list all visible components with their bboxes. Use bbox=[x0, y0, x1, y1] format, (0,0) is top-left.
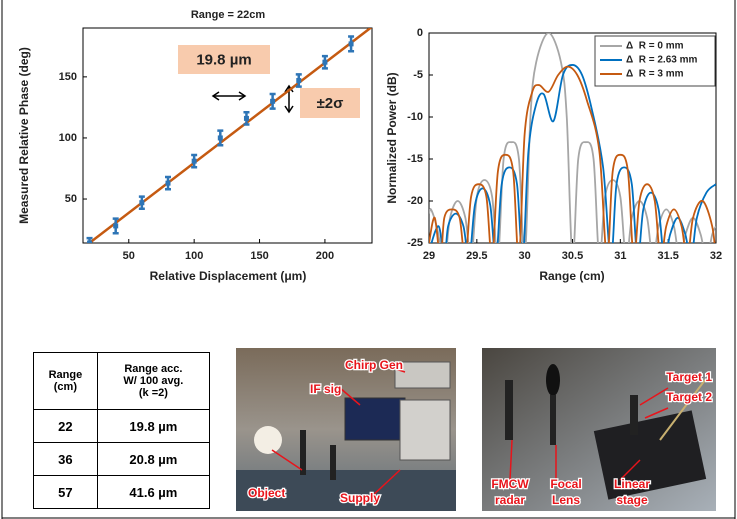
x-tick-label: 50 bbox=[123, 250, 135, 262]
photo-label: Supply bbox=[340, 491, 380, 505]
x-axis-label: Range (cm) bbox=[539, 269, 604, 283]
x-tick-label: 30.5 bbox=[562, 250, 583, 262]
x-tick-label: 32 bbox=[710, 250, 722, 262]
y-tick-label: 50 bbox=[65, 193, 77, 205]
point bbox=[87, 241, 92, 246]
point bbox=[166, 181, 171, 186]
point bbox=[192, 159, 197, 164]
table-cell: 41.6 µm bbox=[97, 476, 209, 509]
y-tick-label: -10 bbox=[407, 111, 423, 123]
header-cell: Range acc. W/ 100 avg. (k =2) bbox=[97, 353, 209, 410]
y-tick-label: -20 bbox=[407, 195, 423, 207]
photo-label: Target 2 bbox=[666, 390, 712, 404]
header-cell: Range (cm) bbox=[34, 353, 98, 410]
y-tick-label: 0 bbox=[417, 27, 423, 39]
x-tick-label: 29 bbox=[423, 250, 435, 262]
point bbox=[296, 78, 301, 83]
y-axis-label: Measured Relative Phase (deg) bbox=[17, 47, 31, 224]
point bbox=[322, 60, 327, 65]
photo-label: Object bbox=[248, 486, 285, 500]
annotation: ±2σ bbox=[317, 95, 344, 112]
legend-label: Δ R = 0 mm bbox=[626, 41, 684, 52]
photo-label: Chirp Gen bbox=[345, 358, 403, 372]
table-cell: 19.8 µm bbox=[97, 410, 209, 443]
table-cell: 22 bbox=[34, 410, 98, 443]
photo-label: IF sig bbox=[310, 382, 341, 396]
x-tick-label: 31.5 bbox=[657, 250, 678, 262]
y-tick-label: -5 bbox=[413, 69, 423, 81]
results-table: Range (cm)Range acc. W/ 100 avg. (k =2) … bbox=[33, 352, 210, 509]
legend-label: Δ R = 2.63 mm bbox=[626, 55, 697, 66]
chart-title: Range = 22cm bbox=[191, 9, 266, 21]
y-tick-label: -15 bbox=[407, 153, 423, 165]
point bbox=[113, 223, 118, 228]
x-tick-label: 200 bbox=[316, 250, 334, 262]
x-tick-label: 30 bbox=[519, 250, 531, 262]
annotation-arrows bbox=[213, 86, 293, 112]
x-tick-label: 100 bbox=[185, 250, 203, 262]
point bbox=[218, 135, 223, 140]
x-tick-label: 150 bbox=[250, 250, 268, 262]
point bbox=[139, 200, 144, 205]
y-axis-label: Normalized Power (dB) bbox=[385, 72, 399, 203]
table-cell: 20.8 µm bbox=[97, 443, 209, 476]
point bbox=[270, 99, 275, 104]
table-cell: 36 bbox=[34, 443, 98, 476]
table-cell: 57 bbox=[34, 476, 98, 509]
x-axis-label: Relative Displacement (μm) bbox=[150, 269, 307, 283]
y-tick-label: 100 bbox=[59, 132, 77, 144]
x-tick-label: 31 bbox=[614, 250, 626, 262]
page: 50 100 150 50 100 150 200 Range = 22cm Relative … bbox=[0, 0, 737, 519]
point bbox=[244, 116, 249, 121]
y-tick-label: 150 bbox=[59, 71, 77, 83]
series-line bbox=[429, 65, 716, 260]
annotation: 19.8 µm bbox=[196, 51, 251, 68]
photo-label: Target 1 bbox=[666, 370, 712, 384]
point bbox=[349, 41, 354, 46]
x-tick-label: 29.5 bbox=[466, 250, 487, 262]
y-tick-label: -25 bbox=[407, 237, 423, 249]
legend-label: Δ R = 3 mm bbox=[626, 69, 684, 80]
